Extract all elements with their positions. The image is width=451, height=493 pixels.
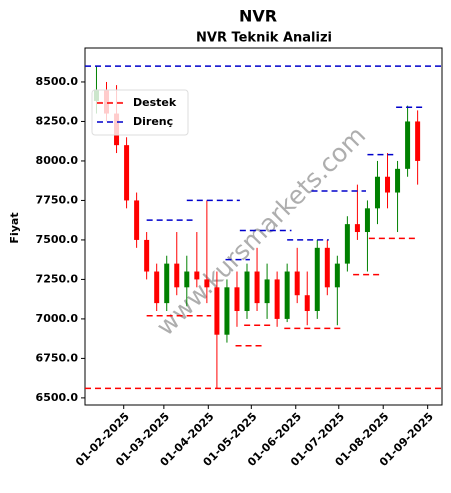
candle-body	[174, 263, 180, 288]
candle-body	[194, 271, 200, 280]
candle-body	[405, 121, 411, 169]
candle-body	[184, 271, 190, 288]
y-tick-label: 6500.0	[36, 391, 79, 404]
candle-body	[164, 263, 170, 304]
candle-body	[274, 279, 280, 319]
plot-frame	[84, 47, 443, 406]
candle-body	[324, 247, 330, 288]
candle-body	[385, 176, 391, 193]
y-tick-label: 7250.0	[36, 272, 79, 285]
y-tick-label: 8000.0	[36, 154, 79, 167]
candle-body	[254, 271, 260, 304]
candle-body	[334, 263, 340, 288]
candle-body	[284, 271, 290, 319]
legend-box	[91, 89, 189, 136]
legend-label: Direnç	[133, 115, 173, 128]
candle-body	[314, 247, 320, 312]
candle-body	[204, 279, 210, 288]
y-tick-label: 6750.0	[36, 351, 79, 364]
y-tick-label: 7000.0	[36, 312, 79, 325]
candle-body	[374, 176, 380, 209]
candle-body	[344, 224, 350, 264]
candle-body	[395, 168, 401, 193]
candle-body	[224, 287, 230, 335]
candle-body	[124, 145, 130, 201]
y-tick-label: 8250.0	[36, 114, 79, 127]
candle-body	[354, 224, 360, 233]
y-tick-label: 7500.0	[36, 233, 79, 246]
y-tick-label: 7750.0	[36, 193, 79, 206]
candle-body	[234, 287, 240, 312]
candle-body	[415, 121, 421, 161]
candle-body	[264, 279, 270, 304]
y-axis-label: Fiyat	[8, 212, 21, 243]
candle-body	[144, 239, 150, 272]
chart-subtitle: NVR Teknik Analizi	[196, 31, 332, 46]
candle-body	[154, 271, 160, 304]
candle-body	[294, 271, 300, 296]
candle-body	[134, 200, 140, 240]
candle-body	[214, 287, 220, 335]
candle-body	[244, 271, 250, 312]
chart-title: NVR	[239, 7, 277, 26]
legend-label: Destek	[133, 96, 177, 109]
candle-body	[304, 295, 310, 312]
y-tick-label: 8500.0	[36, 75, 79, 88]
candle-body	[364, 208, 370, 233]
